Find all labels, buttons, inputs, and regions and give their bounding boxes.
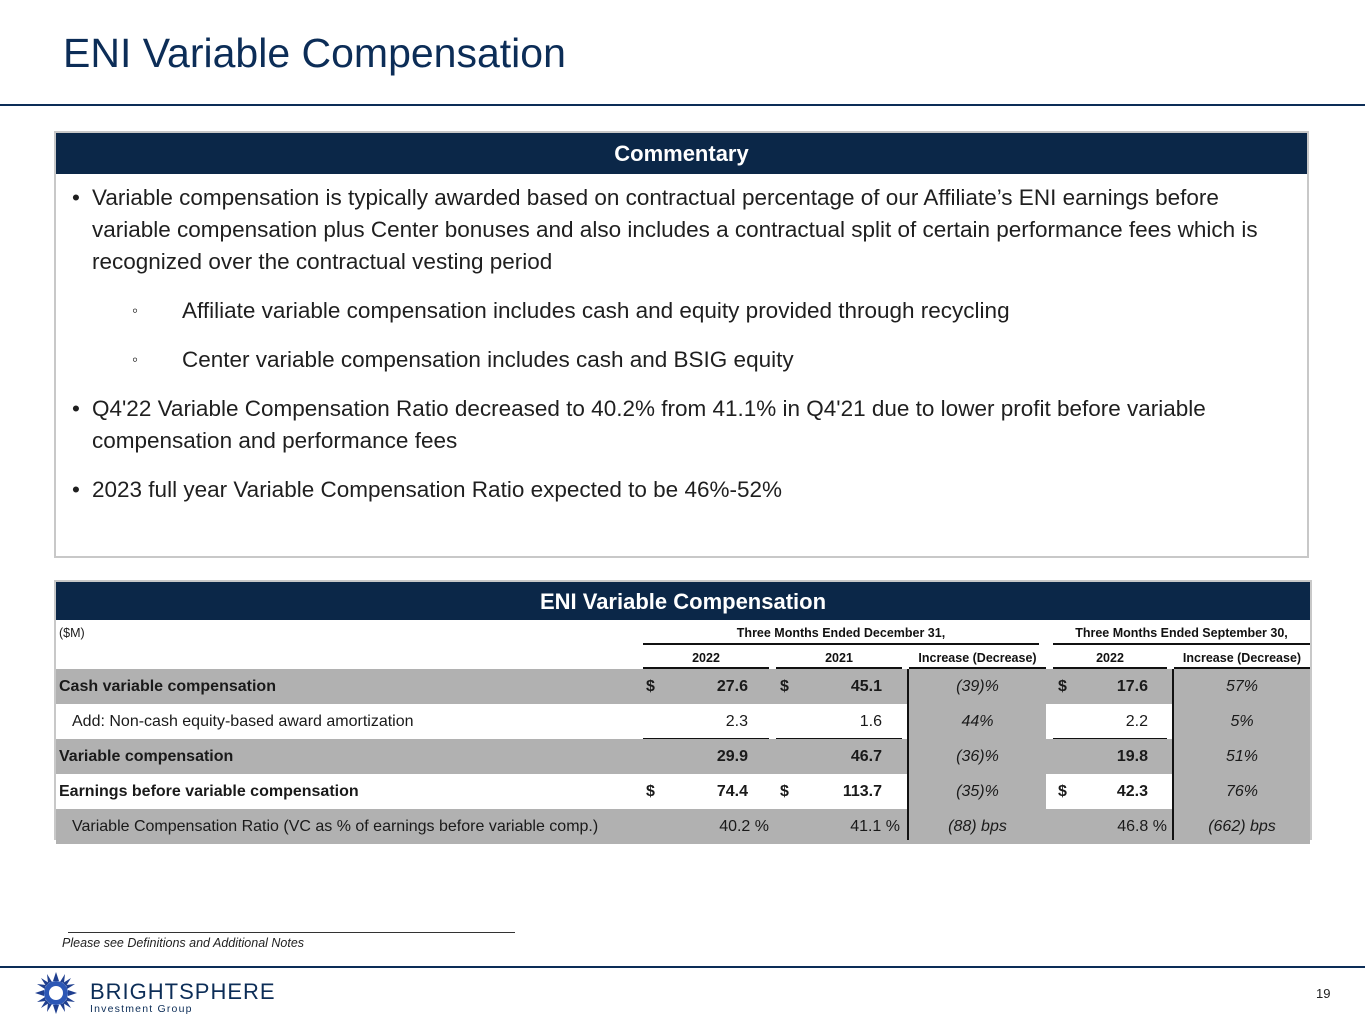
col-header: 2022 [1096, 651, 1124, 665]
bullet-text: 2023 full year Variable Compensation Rat… [92, 477, 783, 502]
unit-label: ($M) [59, 626, 85, 640]
dollar-sign: $ [646, 783, 655, 800]
table-row: Add: Non-cash equity-based award amortiz… [56, 704, 1310, 740]
column-divider [907, 669, 909, 840]
bullet-item: • 2023 full year Variable Compensation R… [72, 474, 1295, 506]
cell-value: 45.1 [850, 678, 882, 695]
group-header-september: Three Months Ended September 30, [1075, 626, 1288, 640]
sub-bullet-item: ◦ Affiliate variable compensation includ… [132, 295, 1295, 327]
cell-value: (88) bps [948, 818, 1007, 835]
cell-value: 76% [1174, 774, 1310, 809]
dollar-sign: $ [1058, 678, 1067, 695]
brand-name: BRIGHTSPHERE [90, 979, 276, 1004]
footer-divider [0, 966, 1365, 968]
bullet-text: Q4'22 Variable Compensation Ratio decrea… [92, 396, 1206, 453]
group-underline [1053, 643, 1310, 645]
table-row: Earnings before variable compensation $ … [56, 774, 1310, 809]
row-label: Add: Non-cash equity-based award amortiz… [72, 713, 414, 730]
dollar-sign: $ [1058, 783, 1067, 800]
commentary-bullets: • Variable compensation is typically awa… [56, 174, 1307, 506]
cell-value: 19.8 [1116, 748, 1148, 765]
table-row: Cash variable compensation $ 27.6 $ 45.1… [56, 669, 1310, 704]
cell-value: (662) bps [1208, 818, 1276, 835]
bullet-item: • Variable compensation is typically awa… [72, 182, 1295, 278]
cell-value: 44% [909, 704, 1046, 739]
column-divider [1172, 669, 1174, 840]
commentary-panel: Commentary • Variable compensation is ty… [54, 131, 1309, 558]
bullet-text: Variable compensation is typically award… [92, 185, 1258, 274]
row-label: Cash variable compensation [59, 678, 276, 695]
col-header: Increase (Decrease) [918, 651, 1037, 665]
group-underline [643, 643, 1039, 645]
col-underline [909, 667, 1046, 669]
cell-value: 17.6 [1116, 678, 1148, 695]
cell-value: 57% [1225, 678, 1259, 695]
page-title: ENI Variable Compensation [63, 30, 566, 76]
table-header: ENI Variable Compensation [56, 582, 1310, 620]
cell-value: (35)% [909, 774, 1046, 809]
table-row: Variable compensation 29.9 46.7 (36)% 19… [56, 739, 1310, 774]
cell-value: 40.2 % [719, 818, 769, 835]
cell-value: 41.1 % [850, 818, 900, 835]
table-row: Variable Compensation Ratio (VC as % of … [56, 809, 1310, 844]
col-header: 2021 [825, 651, 853, 665]
brand-subtitle: Investment Group [90, 1003, 193, 1015]
cell-value: 27.6 [716, 678, 748, 695]
col-header: Increase (Decrease) [1182, 651, 1302, 665]
cell-value: 2.3 [725, 713, 748, 730]
bullet-text: Affiliate variable compensation includes… [182, 298, 1010, 323]
title-divider [0, 104, 1365, 106]
cell-value: (39)% [956, 678, 999, 695]
row-label: Variable compensation [59, 748, 234, 765]
cell-value: (36)% [956, 748, 999, 765]
dollar-sign: $ [780, 783, 789, 800]
group-header-december: Three Months Ended December 31, [736, 626, 946, 640]
bullet-item: • Q4'22 Variable Compensation Ratio decr… [72, 393, 1295, 457]
dollar-sign: $ [646, 678, 655, 695]
cell-value: 74.4 [716, 783, 748, 800]
cell-value: 5% [1174, 704, 1310, 739]
sub-bullet-dot: ◦ [132, 350, 139, 369]
col-underline [776, 667, 902, 669]
cell-value: 2.2 [1125, 713, 1148, 730]
bullet-text: Center variable compensation includes ca… [182, 347, 794, 372]
col-underline [1174, 667, 1310, 669]
cell-value: 113.7 [842, 783, 882, 800]
sub-bullet-item: ◦ Center variable compensation includes … [132, 344, 1295, 376]
footnote: Please see Definitions and Additional No… [62, 936, 305, 950]
dollar-sign: $ [780, 678, 789, 695]
row-label: Variable Compensation Ratio (VC as % of … [72, 818, 599, 835]
page-number: 19 [1316, 986, 1331, 1001]
bullet-dot: • [72, 477, 80, 502]
col-header: 2022 [692, 651, 720, 665]
footnote-divider [68, 932, 515, 933]
brightsphere-logo-icon [35, 972, 77, 1014]
cell-value: 29.9 [716, 748, 748, 765]
cell-value: 46.8 % [1117, 818, 1167, 835]
cell-value: 51% [1225, 748, 1259, 765]
row-label: Earnings before variable compensation [59, 783, 359, 800]
bullet-dot: • [72, 185, 80, 210]
col-underline [643, 667, 769, 669]
commentary-header: Commentary [56, 133, 1307, 174]
col-underline [1053, 667, 1167, 669]
cell-value: 1.6 [859, 713, 882, 730]
compensation-table: ENI Variable Compensation ($M) Three Mon… [54, 580, 1312, 844]
sub-bullet-dot: ◦ [132, 301, 139, 320]
cell-value: 46.7 [850, 748, 882, 765]
cell-value: 42.3 [1116, 783, 1148, 800]
bullet-dot: • [72, 396, 80, 421]
